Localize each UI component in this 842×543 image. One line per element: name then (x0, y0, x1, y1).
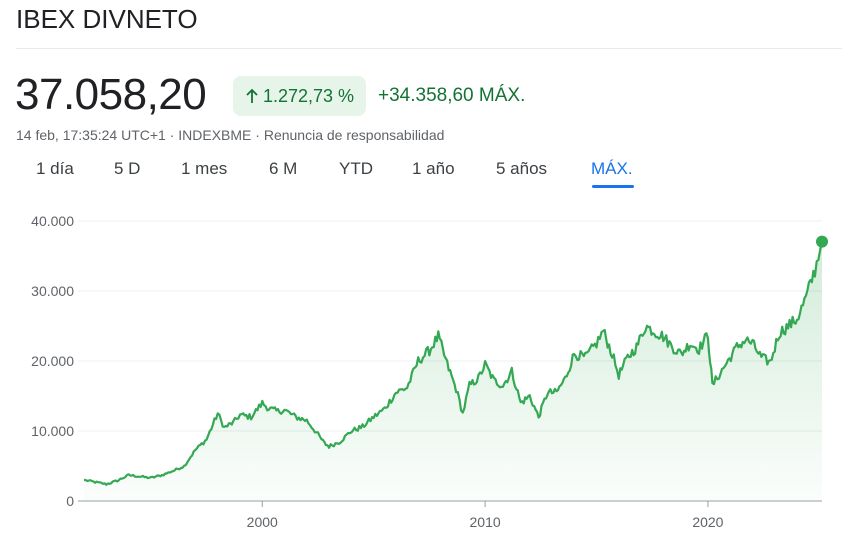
x-tick-label: 2010 (470, 514, 501, 530)
y-tick-label: 0 (66, 493, 74, 509)
tab-1-dia[interactable]: 1 día (36, 159, 74, 178)
y-tick-label: 20.000 (31, 353, 74, 369)
range-tabs: 1 día 5 D 1 mes 6 M YTD 1 año 5 años MÁX… (0, 159, 842, 188)
arrow-up-icon (246, 88, 258, 103)
y-tick-label: 40.000 (31, 213, 74, 229)
current-price: 37.058,20 (15, 70, 207, 119)
y-axis: 0 10.000 20.000 30.000 40.000 (31, 213, 74, 509)
active-tab-indicator (592, 185, 634, 188)
tab-6-m[interactable]: 6 M (269, 159, 298, 178)
header-divider (16, 48, 842, 49)
last-price-point (816, 235, 828, 248)
change-percent-text: 1.272,73 % (262, 85, 355, 106)
y-tick-label: 30.000 (31, 283, 74, 299)
page-title: IBEX DIVNETO (16, 4, 198, 34)
tab-max[interactable]: MÁX. (591, 159, 633, 178)
x-tick-label: 2000 (247, 514, 278, 530)
tab-1-mes[interactable]: 1 mes (181, 159, 228, 178)
tab-5-d[interactable]: 5 D (114, 159, 141, 178)
y-tick-label: 10.000 (31, 423, 74, 439)
x-tick-label: 2020 (692, 514, 723, 530)
price-line (84, 241, 824, 486)
price-chart: 0 10.000 20.000 30.000 40.000 2000 2010 2020 (31, 213, 828, 530)
price-area (84, 241, 822, 501)
tab-1-ano[interactable]: 1 año (412, 159, 455, 178)
change-absolute: +34.358,60 MÁX. (378, 85, 526, 106)
change-percent-badge: 1.272,73 % (233, 76, 366, 116)
quote-meta: 14 feb, 17:35:24 UTC+1 · INDEXBME · Renu… (16, 127, 445, 143)
tab-5-anos[interactable]: 5 años (496, 159, 548, 178)
x-axis: 2000 2010 2020 (247, 501, 724, 530)
tab-ytd[interactable]: YTD (339, 159, 373, 178)
